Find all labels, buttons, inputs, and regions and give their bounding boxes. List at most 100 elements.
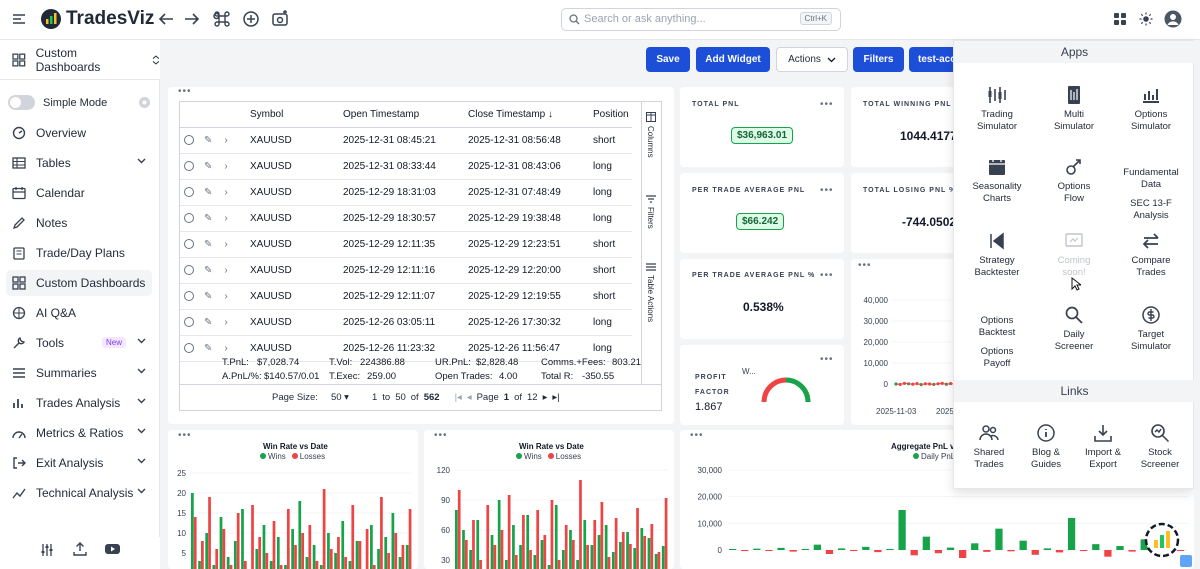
hamburger-menu-icon[interactable]	[12, 12, 32, 32]
chevron-down-icon[interactable]	[137, 368, 146, 374]
widget-menu-dots[interactable]: •••	[434, 430, 448, 441]
sliders-icon[interactable]	[40, 543, 54, 557]
sidebar-item-notes[interactable]: Notes	[6, 210, 152, 236]
widget-menu-dots[interactable]: •••	[820, 354, 834, 365]
select-circle-icon[interactable]	[184, 264, 194, 275]
back-arrow-icon[interactable]	[157, 10, 177, 30]
select-circle-icon[interactable]	[184, 212, 194, 223]
sidebar-item-technical-analysis[interactable]: Technical Analysis	[6, 480, 152, 506]
sidebar-item-ai-q-a[interactable]: AI Q&A	[6, 300, 152, 326]
add-circle-icon[interactable]	[242, 10, 262, 30]
sidebar-item-overview[interactable]: Overview	[6, 120, 152, 146]
edit-pencil-icon[interactable]: ✎	[204, 316, 213, 328]
table-row[interactable]: ✎ › XAUUSD 2025-12-29 12:11:16 2025-12-29 12…	[180, 257, 632, 284]
app-target-simulator[interactable]: Target Simulator	[1113, 305, 1189, 353]
side-tab-columns[interactable]: Columns	[641, 112, 661, 170]
table-row[interactable]: ✎ › XAUUSD 2025-12-29 18:31:03 2025-12-31 07…	[180, 179, 632, 206]
table-row[interactable]: ✎ › XAUUSD 2025-12-29 12:11:35 2025-12-29 12…	[180, 231, 632, 258]
widget-menu-dots[interactable]: •••	[820, 185, 834, 196]
account-selector[interactable]: test-acc	[909, 47, 957, 72]
chevron-down-icon[interactable]	[137, 158, 146, 164]
chevron-down-icon[interactable]	[137, 458, 146, 464]
edit-pencil-icon[interactable]: ✎	[204, 186, 213, 198]
scrollbar[interactable]	[1194, 40, 1200, 569]
app-compare-trades[interactable]: Compare Trades	[1113, 231, 1189, 279]
sidebar-item-tools[interactable]: Tools New	[6, 330, 152, 356]
dashboard-selector[interactable]: Custom Dashboards	[0, 40, 160, 80]
edit-pencil-icon[interactable]: ✎	[204, 212, 213, 224]
app-fundamental-data[interactable]: Fundamental Data SEC 13-F Analysis	[1113, 157, 1189, 222]
expand-chevron-icon[interactable]: ›	[224, 212, 228, 224]
app-seasonality-charts[interactable]: Seasonality Charts	[959, 157, 1035, 205]
app-trading-simulator[interactable]: Trading Simulator	[959, 85, 1035, 133]
chevron-down-icon[interactable]	[137, 338, 146, 344]
filters-button[interactable]: Filters	[853, 47, 904, 72]
column-header-position[interactable]: Position	[593, 103, 632, 128]
sidebar-item-tables[interactable]: Tables	[6, 150, 152, 176]
edit-pencil-icon[interactable]: ✎	[204, 134, 213, 146]
link-stock-screener[interactable]: Stock Screener	[1131, 423, 1189, 471]
widget-menu-dots[interactable]: •••	[820, 99, 834, 110]
select-circle-icon[interactable]	[184, 316, 194, 327]
prev-page-icon[interactable]: ◂	[466, 392, 472, 403]
app-options-backtest[interactable]: Options Backtest Options Payoff	[959, 305, 1035, 370]
widget-menu-dots[interactable]: •••	[178, 430, 192, 441]
expand-chevron-icon[interactable]: ›	[224, 264, 228, 276]
app-logo[interactable]: TradesViz	[40, 8, 154, 30]
sidebar-item-calendar[interactable]: Calendar	[6, 180, 152, 206]
edit-pencil-icon[interactable]: ✎	[204, 238, 213, 250]
select-circle-icon[interactable]	[184, 290, 194, 301]
search-bar[interactable]: Search or ask anything... Ctrl+K	[561, 8, 841, 31]
settings-gear-icon[interactable]	[138, 96, 151, 109]
help-corner-icon[interactable]	[1180, 555, 1192, 567]
edit-pencil-icon[interactable]: ✎	[204, 290, 213, 302]
select-circle-icon[interactable]	[184, 134, 194, 145]
select-circle-icon[interactable]	[184, 238, 194, 249]
page-size-select[interactable]: 50 ▾	[330, 392, 349, 403]
edit-pencil-icon[interactable]: ✎	[204, 342, 213, 354]
simple-mode-toggle[interactable]: Simple Mode	[8, 95, 107, 110]
toggle-switch[interactable]	[8, 95, 35, 110]
app-coming-soon[interactable]: Coming soon!	[1036, 231, 1112, 279]
side-tab-filters[interactable]: Filters	[641, 195, 661, 243]
sidebar-item-trades-analysis[interactable]: Trades Analysis	[6, 390, 152, 416]
side-tab-actions[interactable]: Table Actions	[641, 263, 661, 335]
sidebar-item-exit-analysis[interactable]: Exit Analysis	[6, 450, 152, 476]
expand-chevron-icon[interactable]: ›	[224, 238, 228, 250]
actions-dropdown[interactable]: Actions	[776, 47, 848, 72]
app-strategy-backtester[interactable]: Strategy Backtester	[959, 231, 1035, 279]
expand-chevron-icon[interactable]: ›	[224, 186, 228, 198]
table-row[interactable]: ✎ › XAUUSD 2025-12-29 12:11:07 2025-12-29 12…	[180, 283, 632, 310]
column-header-close[interactable]: Close Timestamp ↓	[468, 103, 593, 128]
link-blog-guides[interactable]: Blog & Guides	[1017, 423, 1075, 471]
first-page-icon[interactable]: |◂	[454, 392, 462, 403]
select-circle-icon[interactable]	[184, 160, 194, 171]
sidebar-item-metrics-ratios[interactable]: Metrics & Ratios	[6, 420, 152, 446]
select-circle-icon[interactable]	[184, 342, 194, 353]
chevron-down-icon[interactable]	[137, 398, 146, 404]
table-row[interactable]: ✎ › XAUUSD 2025-12-31 08:33:44 2025-12-31 08…	[180, 153, 632, 180]
app-options-flow[interactable]: Options Flow	[1036, 157, 1112, 205]
floating-assistant-icon[interactable]	[1144, 522, 1180, 558]
app-options-simulator[interactable]: Options Simulator	[1113, 85, 1189, 133]
add-widget-button[interactable]: Add Widget	[696, 47, 770, 72]
widget-menu-dots[interactable]: •••	[858, 260, 872, 271]
table-row[interactable]: ✎ › XAUUSD 2025-12-26 03:05:11 2025-12-26 17…	[180, 309, 632, 336]
chevron-down-icon[interactable]	[137, 488, 146, 494]
column-header-symbol[interactable]: Symbol	[250, 103, 343, 128]
table-row[interactable]: ✎ › XAUUSD 2025-12-31 08:45:21 2025-12-31 08…	[180, 127, 632, 154]
last-page-icon[interactable]: ▸|	[552, 392, 560, 403]
chevron-down-icon[interactable]	[137, 428, 146, 434]
link-import-export[interactable]: Import & Export	[1074, 423, 1132, 471]
edit-pencil-icon[interactable]: ✎	[204, 264, 213, 276]
widget-menu-dots[interactable]: •••	[178, 86, 192, 97]
expand-chevron-icon[interactable]: ›	[224, 160, 228, 172]
forward-arrow-icon[interactable]	[183, 10, 203, 30]
save-button[interactable]: Save	[646, 47, 690, 72]
expand-chevron-icon[interactable]: ›	[224, 342, 228, 354]
sidebar-item-trade-day-plans[interactable]: Trade/Day Plans	[6, 240, 152, 266]
app-multi-simulator[interactable]: Multi Simulator	[1036, 85, 1112, 133]
link-shared-trades[interactable]: Shared Trades	[960, 423, 1018, 471]
youtube-icon[interactable]	[105, 543, 120, 555]
table-row[interactable]: ✎ › XAUUSD 2025-12-29 18:30:57 2025-12-29 19…	[180, 205, 632, 232]
